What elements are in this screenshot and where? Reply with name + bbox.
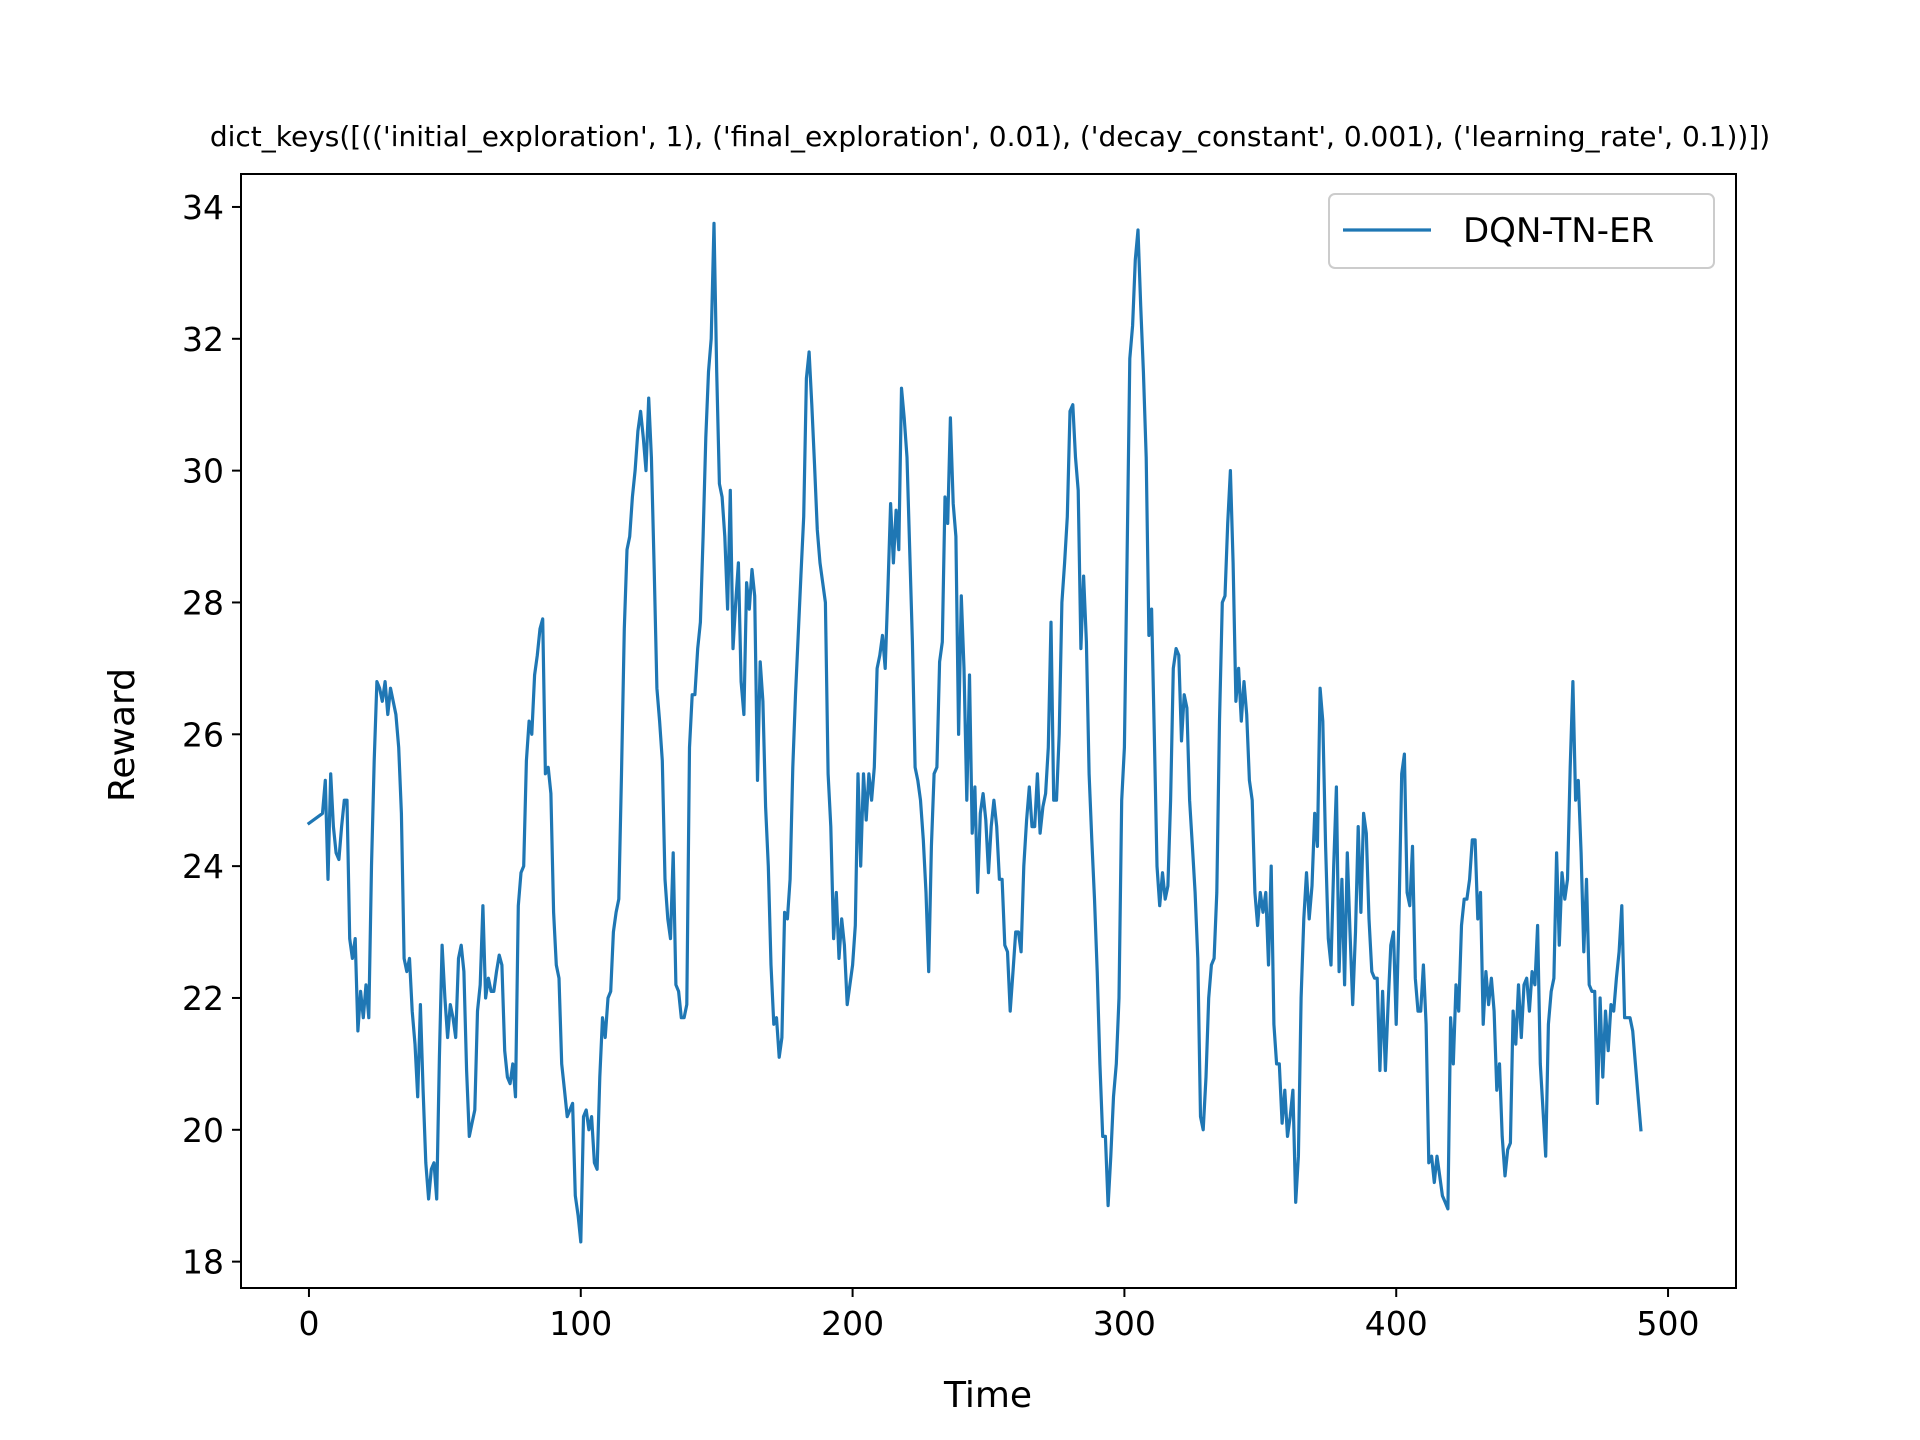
series-line-dqn-tn-er (306, 221, 1643, 1244)
legend: DQN-TN-ER (1328, 193, 1715, 269)
y-tick-label: 24 (182, 847, 224, 886)
y-axis: 18 20 22 24 26 28 30 32 34 (182, 188, 241, 1282)
legend-label: DQN-TN-ER (1463, 211, 1654, 251)
y-tick-label: 30 (182, 452, 224, 491)
y-tick-label: 20 (182, 1111, 224, 1150)
x-tick-label: 300 (1093, 1304, 1156, 1343)
y-tick-label: 34 (182, 188, 224, 227)
y-tick-label: 32 (182, 320, 224, 359)
x-tick-label: 0 (298, 1304, 319, 1343)
y-tick-label: 18 (182, 1243, 224, 1282)
legend-box (1328, 193, 1715, 269)
x-axis: 0 100 200 300 400 500 (298, 1288, 1700, 1343)
x-tick-label: 200 (821, 1304, 884, 1343)
y-tick-label: 22 (182, 979, 224, 1018)
y-axis-label: Reward (102, 668, 143, 802)
y-tick-label: 26 (182, 715, 224, 754)
plot-area: 0 100 200 300 400 500 18 20 22 24 26 28 30 32 34 (182, 173, 1737, 1343)
x-tick-label: 100 (549, 1304, 612, 1343)
x-tick-label: 500 (1637, 1304, 1700, 1343)
chart-title: dict_keys([(('initial_exploration', 1), … (210, 120, 1770, 153)
x-tick-label: 400 (1365, 1304, 1428, 1343)
plot-frame (240, 173, 1737, 1289)
x-axis-label: Time (943, 1375, 1032, 1416)
y-tick-label: 28 (182, 583, 224, 622)
